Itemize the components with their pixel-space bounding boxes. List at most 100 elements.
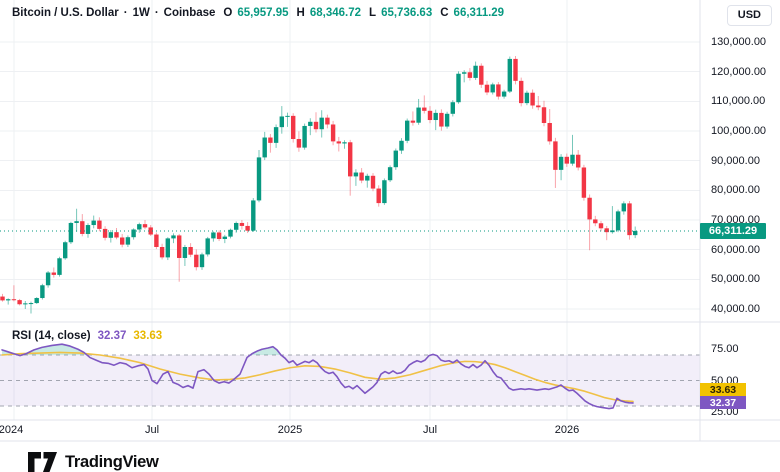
candle-body	[547, 122, 552, 142]
rsi-value-badge: 32.37	[700, 396, 746, 410]
candle-body	[581, 167, 587, 198]
candle-body	[433, 112, 438, 121]
interval-label[interactable]: 1W	[132, 7, 150, 19]
candle-body	[120, 237, 125, 245]
rsi-title[interactable]: RSI (14, close)	[12, 330, 91, 342]
candle-body	[177, 235, 182, 258]
candle-body	[370, 175, 376, 189]
time-axis-label: 2024	[0, 424, 24, 436]
open-label: O	[223, 7, 233, 19]
candle-body	[40, 285, 45, 299]
candle-body	[262, 137, 267, 158]
high-label: H	[296, 7, 305, 19]
candle-body	[165, 238, 170, 258]
candle-body	[319, 117, 324, 130]
candle-body	[416, 107, 421, 123]
candle-body	[85, 225, 91, 234]
candle-body	[410, 120, 416, 123]
candle-body	[137, 224, 142, 230]
time-axis-label: 2025	[277, 424, 303, 436]
candle-body	[467, 72, 473, 78]
candle-body	[23, 303, 28, 305]
candle-body	[199, 254, 205, 268]
currency-toggle-button[interactable]: USD	[726, 5, 772, 26]
rsi-overbought-fill	[250, 346, 281, 355]
candle-body	[45, 272, 51, 286]
candle-body	[171, 235, 176, 239]
candle-body	[228, 229, 233, 237]
candle-body	[216, 232, 222, 239]
tradingview-logo[interactable]: TradingView	[28, 452, 159, 472]
candle-body	[102, 228, 108, 238]
candle-body	[17, 300, 22, 305]
rsi-axis-label: 75.00	[711, 342, 739, 355]
candle-body	[501, 91, 507, 97]
candle-body	[427, 110, 433, 121]
candle-body	[268, 137, 273, 143]
price-axis-label: 60,000.00	[711, 243, 760, 256]
candle-body	[51, 272, 56, 275]
candle-body	[313, 121, 319, 130]
candle-body	[570, 154, 575, 164]
candle-body	[462, 72, 467, 74]
candle-body	[28, 303, 34, 305]
candle-body	[114, 232, 119, 238]
price-axis-label: 50,000.00	[711, 273, 760, 286]
candle-body	[615, 211, 621, 231]
exchange-label: Coinbase	[163, 7, 216, 19]
candle-body	[342, 142, 347, 144]
legend-separator: ·	[154, 7, 159, 19]
candle-body	[365, 175, 370, 181]
candle-body	[182, 246, 188, 258]
candle-body	[598, 223, 604, 229]
candle-body	[256, 157, 262, 201]
rsi-ma-badge: 33.63	[700, 383, 746, 397]
candle-body	[484, 84, 490, 93]
candle-body	[125, 237, 131, 245]
legend-separator: ·	[123, 7, 128, 19]
rsi-ma-value: 33.63	[133, 330, 163, 342]
close-value: 66,311.29	[453, 7, 505, 19]
time-axis-label: Jul	[144, 424, 160, 436]
symbol-name[interactable]: Bitcoin / U.S. Dollar	[12, 7, 119, 19]
candle-body	[576, 154, 581, 168]
candle-body	[211, 232, 216, 239]
candle-body	[194, 254, 199, 268]
rsi-legend: RSI (14, close) 32.37 33.63	[12, 330, 162, 342]
candle-body	[97, 220, 102, 229]
candle-body	[159, 246, 165, 258]
price-axis-label: 130,000.00	[711, 36, 767, 48]
candle-body	[627, 203, 632, 236]
candle-body	[6, 299, 11, 301]
candle-body	[142, 224, 148, 228]
candle-body	[376, 188, 381, 204]
open-value: 65,957.95	[237, 7, 289, 19]
close-label: C	[440, 7, 449, 19]
candle-body	[621, 203, 626, 212]
candle-body	[296, 139, 302, 148]
low-label: L	[369, 7, 377, 19]
candle-body	[0, 296, 5, 301]
candle-body	[564, 156, 569, 164]
candle-body	[558, 156, 564, 170]
time-axis-label: 2026	[554, 424, 580, 436]
candle-body	[34, 298, 39, 304]
candle-body	[450, 102, 455, 114]
candle-body	[74, 221, 79, 223]
candle-body	[154, 234, 159, 247]
rsi-value: 32.37	[97, 330, 127, 342]
candle-body	[273, 127, 279, 143]
candle-body	[80, 221, 85, 234]
time-axis-label: Jul	[422, 424, 438, 436]
candle-body	[239, 222, 245, 226]
price-axis-label: 110,000.00	[711, 95, 766, 108]
candle-body	[536, 105, 541, 108]
candle-body	[496, 84, 501, 97]
current-price-badge: 66,311.29	[700, 222, 766, 239]
candle-body	[291, 115, 296, 140]
candle-body	[513, 58, 518, 81]
candle-body	[353, 172, 359, 177]
candle-body	[285, 115, 290, 117]
